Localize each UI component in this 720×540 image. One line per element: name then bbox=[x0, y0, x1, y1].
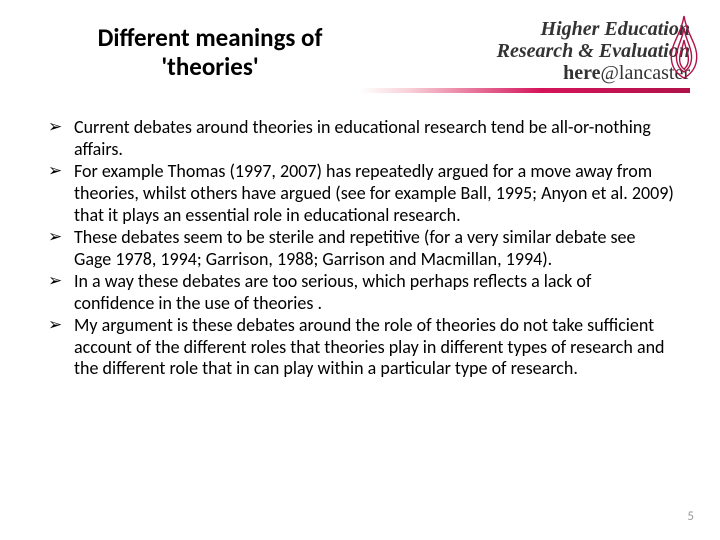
slide-title: Different meanings of 'theories' bbox=[60, 18, 360, 82]
bullet-item: These debates seem to be sterile and rep… bbox=[46, 227, 674, 271]
brand-here: here bbox=[563, 62, 600, 84]
bullet-item: My argument is these debates around the … bbox=[46, 315, 674, 381]
brand-line-3: here@lancaster bbox=[360, 62, 690, 84]
bullet-item: In a way these debates are too serious, … bbox=[46, 271, 674, 315]
flame-logo-icon bbox=[664, 14, 704, 80]
bullet-list: Current debates around theories in educa… bbox=[46, 117, 674, 380]
bullet-item: For example Thomas (1997, 2007) has repe… bbox=[46, 161, 674, 227]
brand-line-1: Higher Education bbox=[360, 18, 690, 40]
content-area: Current debates around theories in educa… bbox=[0, 101, 720, 380]
page-number: 5 bbox=[687, 509, 694, 524]
bullet-item: Current debates around theories in educa… bbox=[46, 117, 674, 161]
brand-line-2: Research & Evaluation bbox=[360, 40, 690, 62]
brand-rule bbox=[360, 88, 690, 93]
header: Different meanings of 'theories' Higher … bbox=[0, 0, 720, 101]
